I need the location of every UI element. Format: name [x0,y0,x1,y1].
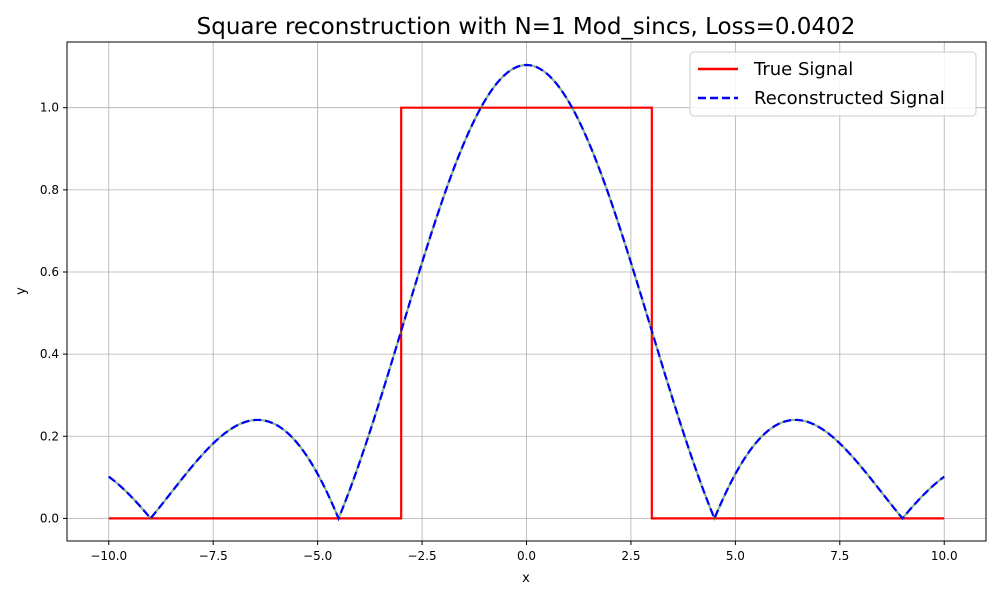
y-tick-label: 0.6 [40,265,59,279]
x-axis-label: x [522,571,530,586]
y-axis-label: y [14,287,29,295]
legend: True Signal Reconstructed Signal [689,51,977,117]
x-tick-label: 7.5 [830,549,849,563]
x-tick-label: 5.0 [726,549,745,563]
y-tick-label: 1.0 [40,101,59,115]
y-tick-label: 0.2 [40,429,59,443]
legend-box [689,51,977,117]
x-tick-label: 10.0 [931,549,958,563]
y-tick-label: 0.8 [40,183,59,197]
y-tick-label: 0.4 [40,347,59,361]
x-tick-label: −2.5 [407,549,436,563]
series-reconstructed-signal-line [108,63,945,522]
grid [67,42,986,541]
x-tick-label: 2.5 [621,549,640,563]
plot-area [108,63,945,522]
x-tick-label: 0.0 [517,549,536,563]
series-true-signal-line [108,106,945,520]
y-axis: 0.0 0.2 0.4 0.6 0.8 1.0 [40,101,67,525]
legend-label-reconstructed-signal: Reconstructed Signal [754,88,945,109]
x-axis: −10.0 −7.5 −5.0 −2.5 0.0 2.5 5.0 7.5 10.0 [90,541,958,563]
x-tick-label: −5.0 [303,549,332,563]
y-tick-label: 0.0 [40,511,59,525]
legend-label-true-signal: True Signal [753,59,853,80]
chart-title: Square reconstruction with N=1 Mod_sincs… [197,14,856,40]
x-tick-label: −7.5 [199,549,228,563]
x-tick-label: −10.0 [90,549,127,563]
